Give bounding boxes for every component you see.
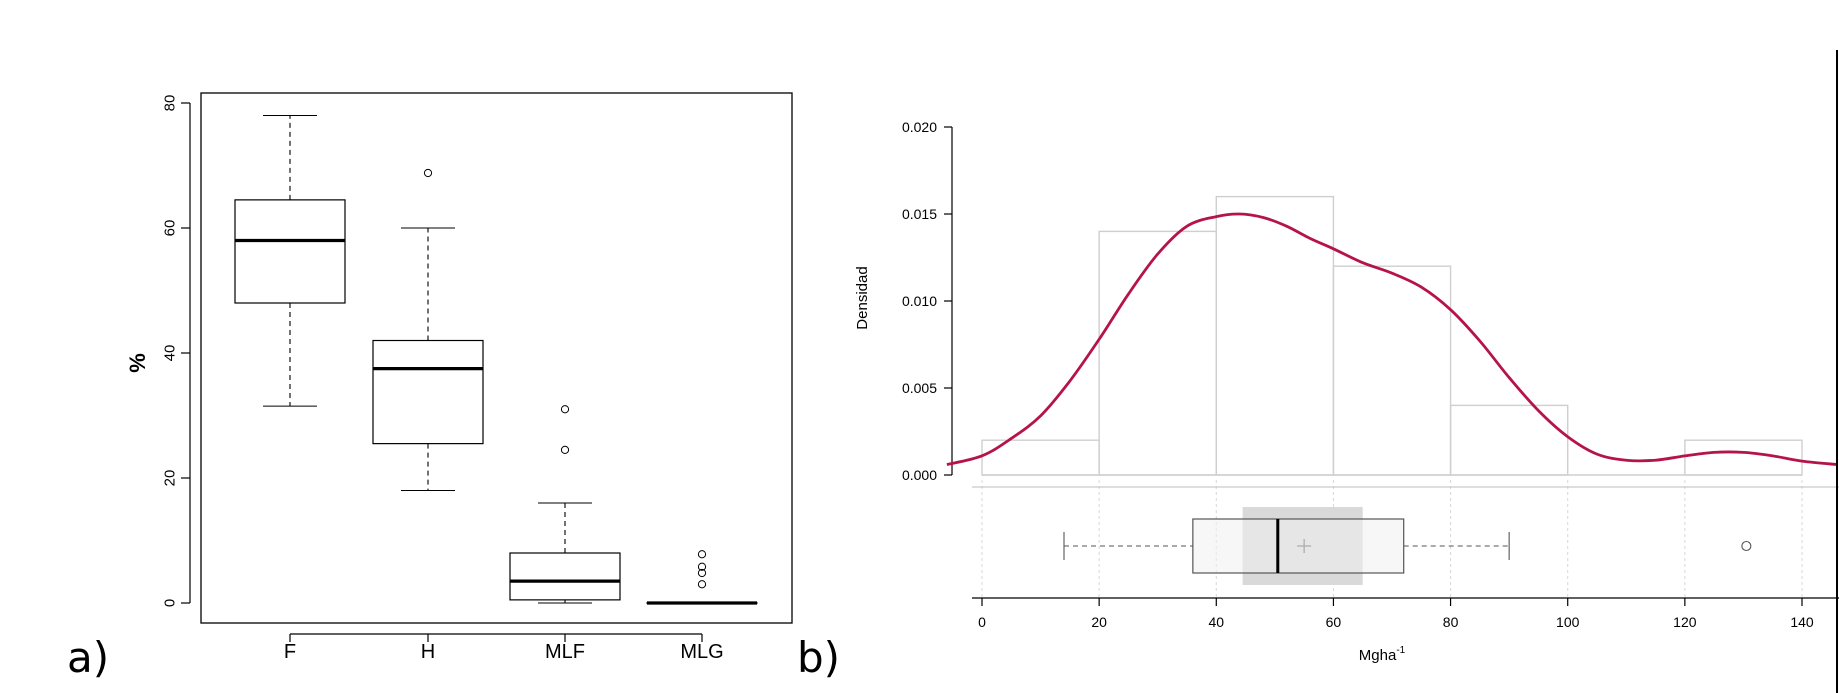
x-tick-label: MLF <box>545 641 585 663</box>
x-tick-label: 80 <box>1443 614 1459 630</box>
plot-b-x-axis: 0 20 40 60 80 100 120 140 <box>978 598 1814 630</box>
plot-b-histogram-bars <box>981 195 1803 476</box>
y-tick-label: 0.005 <box>902 380 937 396</box>
boxplot-panel-a: % 0 20 40 60 80 F H MLF MLG a) <box>67 92 793 682</box>
panel-label-a: a) <box>67 633 109 682</box>
y-tick-label: 0.020 <box>902 119 937 135</box>
outlier-point <box>1741 540 1752 552</box>
plot-b-y-axis-label: Densidad <box>854 266 871 329</box>
panel-label-b: b) <box>797 633 840 682</box>
plot-a-boxes <box>234 114 758 605</box>
histogram-bar <box>1215 195 1335 476</box>
outlier-point <box>423 168 433 178</box>
outlier-point <box>697 550 707 559</box>
plot-b-y-axis: 0.000 0.005 0.010 0.015 0.020 <box>902 119 953 483</box>
x-tick-label: 100 <box>1556 614 1580 630</box>
outlier-point <box>560 445 570 454</box>
x-tick-label: MLG <box>680 641 723 663</box>
y-tick-label: 20 <box>162 470 179 487</box>
x-tick-label: 140 <box>1790 614 1814 630</box>
y-tick-label: 40 <box>162 345 179 362</box>
y-tick-label: 0.000 <box>902 467 937 483</box>
outlier-point <box>697 580 707 589</box>
box-h <box>372 168 484 492</box>
x-label-superscript: -1 <box>1396 645 1405 656</box>
y-tick-label: 0.010 <box>902 293 937 309</box>
y-tick-label: 80 <box>162 95 179 112</box>
box-mlg <box>646 550 758 605</box>
plot-a-y-axis-label: % <box>125 353 150 373</box>
x-tick-label: 40 <box>1208 614 1224 630</box>
box-iqr <box>372 339 484 445</box>
x-tick-label: H <box>421 641 435 663</box>
plot-a-x-axis: F H MLF MLG <box>284 633 724 663</box>
box-iqr <box>234 199 346 304</box>
histogram-bar <box>1332 265 1452 476</box>
x-tick-label: 120 <box>1673 614 1697 630</box>
plot-b-grid <box>972 480 1839 599</box>
x-tick-label: 60 <box>1326 614 1342 630</box>
y-tick-label: 60 <box>162 220 179 237</box>
plot-a-frame <box>200 92 793 624</box>
x-label-main: Mgha <box>1359 647 1397 664</box>
box-f <box>234 114 346 407</box>
y-tick-label: 0.015 <box>902 206 937 222</box>
density-curve <box>946 212 1838 466</box>
box-mlf <box>509 405 621 604</box>
outlier-point <box>560 405 570 414</box>
plot-a-y-axis: 0 20 40 60 80 <box>162 95 191 607</box>
outlier-point <box>697 562 707 571</box>
histogram-panel-b: Densidad 0.000 0.005 0.010 0.015 0.020 0 20 40… <box>797 50 1839 693</box>
box-iqr <box>509 552 621 601</box>
y-tick-label: 0 <box>162 599 179 607</box>
histogram-bar <box>1449 404 1569 476</box>
histogram-bar <box>1098 230 1217 476</box>
plot-b-boxplot <box>1063 507 1752 585</box>
x-tick-label: 0 <box>978 614 986 630</box>
x-tick-label: F <box>284 641 296 663</box>
x-tick-label: 20 <box>1091 614 1107 630</box>
outlier-point <box>697 568 707 578</box>
plot-b-x-axis-label: Mgha-1 <box>1359 645 1406 664</box>
